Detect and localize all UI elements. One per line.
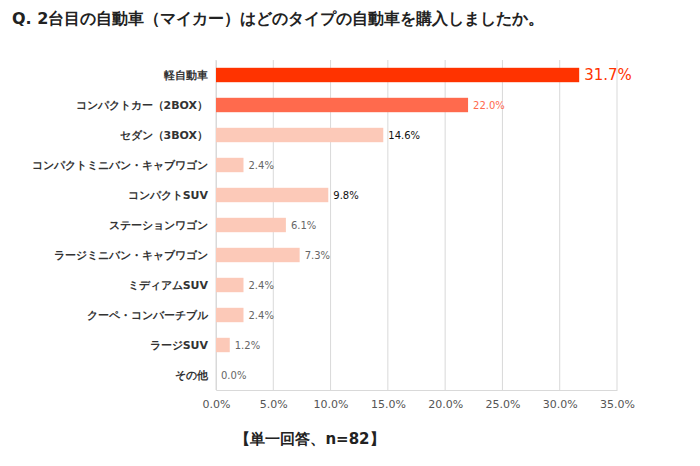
bar xyxy=(216,218,286,232)
tick: 25.0% xyxy=(485,390,520,411)
tick-label: ミディアムSUV xyxy=(128,279,209,292)
data-label: 2.4% xyxy=(248,280,273,291)
tick-label: 30.0% xyxy=(543,398,578,411)
bar xyxy=(216,68,579,82)
bar xyxy=(216,128,383,142)
grid-line xyxy=(559,60,560,390)
data-label: 2.4% xyxy=(248,310,273,321)
bar xyxy=(216,98,468,112)
bar xyxy=(216,188,328,202)
tick: 0.0% xyxy=(203,390,231,411)
tick-label: ラージミニバン・キャブワゴン xyxy=(54,249,208,262)
tick: ラージミニバン・キャブワゴン xyxy=(54,249,216,262)
tick-label: 0.0% xyxy=(203,398,231,411)
tick-label: 25.0% xyxy=(485,398,520,411)
data-label: 14.6% xyxy=(388,130,420,141)
tick-label: 5.0% xyxy=(260,398,288,411)
data-label: 1.2% xyxy=(235,340,260,351)
tick-label: その他 xyxy=(175,369,209,382)
tick-label: 軽自動車 xyxy=(163,69,208,82)
y-axis: 軽自動車コンパクトカー（2BOX） セダン（3BOX） コンパクトミニバン・キャブワ… xyxy=(32,61,217,391)
tick-label: コンパクトミニバン・キャブワゴン xyxy=(32,159,208,172)
tick: セダン（3BOX） xyxy=(120,129,216,142)
data-label: 6.1% xyxy=(291,220,316,231)
tick: クーペ・コンバーチブル xyxy=(87,309,216,322)
tick-label: 35.0% xyxy=(600,398,635,411)
data-label: 9.8% xyxy=(333,190,358,201)
data-labels: 31.7% 22.0% 14.6% 2.4% 9.8% 6.1% 7.3% 2.4% 2.4% 1… xyxy=(221,66,632,380)
tick: ミディアムSUV xyxy=(128,279,216,292)
bar xyxy=(216,338,230,352)
tick: 10.0% xyxy=(314,390,349,411)
data-label: 22.0% xyxy=(473,100,505,111)
data-label: 31.7% xyxy=(584,66,632,84)
tick-label: コンパクトカー（2BOX） xyxy=(76,99,208,112)
bars xyxy=(216,68,579,352)
tick-label: 20.0% xyxy=(428,398,463,411)
tick: その他 xyxy=(175,369,216,382)
data-label: 0.0% xyxy=(221,370,246,381)
bar xyxy=(216,248,300,262)
axis-line xyxy=(217,390,618,391)
bar xyxy=(216,278,243,292)
tick: コンパクトSUV xyxy=(128,189,216,202)
tick: 35.0% xyxy=(600,390,635,411)
chart: Q. 2台目の自動車（マイカー）はどのタイプの自動車を購入しましたか。 0.0% 5… xyxy=(0,0,700,466)
tick: 20.0% xyxy=(428,390,463,411)
annotation: 【単一回答、n=82】 xyxy=(235,430,384,448)
tick-label: ステーションワゴン xyxy=(109,219,208,232)
tick: 30.0% xyxy=(543,390,578,411)
title: Q. 2台目の自動車（マイカー）はどのタイプの自動車を購入しましたか。 xyxy=(12,9,544,28)
grid-line xyxy=(617,60,618,390)
bar xyxy=(216,158,243,172)
tick-label: 15.0% xyxy=(371,398,406,411)
tick: ラージSUV xyxy=(150,339,216,352)
x-axis: 0.0% 5.0% 10.0% 15.0% 20.0% 25.0% 30.0% 35.0% xyxy=(203,390,635,411)
tick-label: コンパクトSUV xyxy=(128,189,209,202)
tick-label: ラージSUV xyxy=(150,339,209,352)
bar xyxy=(216,308,243,322)
tick: 軽自動車 xyxy=(163,69,216,82)
tick: 5.0% xyxy=(260,390,288,411)
data-label: 2.4% xyxy=(248,160,273,171)
tick: ステーションワゴン xyxy=(109,219,216,232)
data-label: 7.3% xyxy=(305,250,330,261)
tick: コンパクトミニバン・キャブワゴン xyxy=(32,159,216,172)
grid xyxy=(216,60,617,390)
tick: コンパクトカー（2BOX） xyxy=(76,99,216,112)
tick: 15.0% xyxy=(371,390,406,411)
tick-label: 10.0% xyxy=(314,398,349,411)
tick-label: セダン（3BOX） xyxy=(120,129,208,142)
bar xyxy=(216,368,217,382)
tick-label: クーペ・コンバーチブル xyxy=(87,309,209,322)
